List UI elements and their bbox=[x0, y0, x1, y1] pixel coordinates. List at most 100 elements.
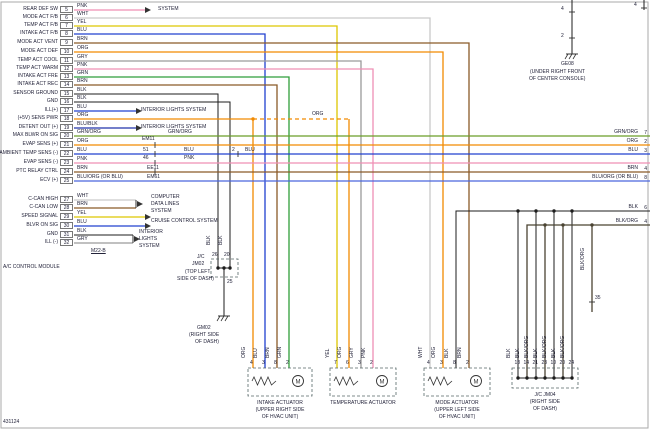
connector-id: EE11 bbox=[147, 165, 159, 171]
wire-color-label: WHT bbox=[418, 346, 424, 358]
connector-pin-number: 23 bbox=[541, 360, 548, 366]
pin-signal-label: ECV (+) bbox=[40, 177, 58, 183]
wire-color-label: BLK/ORG bbox=[560, 335, 566, 358]
pin-signal-label: (+5V) SENS PWR bbox=[17, 115, 58, 121]
wire-color-label: PNK bbox=[77, 3, 88, 9]
wire-color-label: BRN bbox=[265, 347, 271, 358]
pin-signal-label: TEMP ACT COOL bbox=[17, 57, 58, 63]
pin-signal-label: SENSOR GROUND bbox=[13, 90, 58, 96]
pin-signal-label: EVAP SENS (+) bbox=[22, 141, 58, 147]
wire-color-label: PNK bbox=[77, 156, 88, 162]
motor-label: M bbox=[380, 380, 385, 386]
wire-color-label: ORG bbox=[626, 138, 638, 144]
resistor-icon bbox=[333, 376, 359, 386]
pin-number-box: 8 bbox=[60, 30, 73, 37]
wire-grn bbox=[74, 76, 290, 368]
wire-color-label: BRN bbox=[77, 78, 88, 84]
pin-number-box: 16 bbox=[60, 98, 73, 105]
pin-signal-label: DETENT OUT (+) bbox=[18, 124, 58, 130]
pin-number-box: 19 bbox=[60, 124, 73, 131]
wire-color-label: BLK/ORG bbox=[542, 335, 548, 358]
pin-number-box: 17 bbox=[60, 107, 73, 114]
actuator-location: (UPPER LEFT SIDE bbox=[434, 407, 480, 413]
wire-color-label: ORG bbox=[77, 138, 89, 144]
joint-connector-location: (TOP LEFT bbox=[185, 269, 211, 275]
wire-color-label: ORG bbox=[337, 346, 343, 358]
pin-number-box: 6 bbox=[60, 14, 73, 21]
system-arrow-label: SYSTEM bbox=[139, 243, 160, 249]
wire-blk bbox=[74, 93, 219, 268]
joint-connector-location: (RIGHT SIDE bbox=[529, 399, 561, 405]
pin-signal-label: AMBIENT TEMP SENS (-) bbox=[0, 150, 58, 156]
pin-number-box: 32 bbox=[60, 239, 73, 246]
junction-dot bbox=[543, 376, 547, 380]
component-box bbox=[511, 367, 579, 389]
wire-color-label: BLU bbox=[77, 104, 87, 110]
arrow-icon bbox=[145, 214, 151, 220]
ground-id: GM02 bbox=[197, 325, 211, 331]
doc-number: 431124 bbox=[3, 419, 20, 425]
system-arrow-label: INTERIOR bbox=[139, 229, 163, 235]
pin-number-box: 11 bbox=[60, 57, 73, 64]
wire-brn bbox=[74, 42, 470, 368]
wire-color-label: BRN bbox=[77, 36, 88, 42]
connector-pin-number: 2 bbox=[466, 360, 469, 366]
wire-color-label: BRN bbox=[457, 347, 463, 358]
wire-wht bbox=[74, 17, 431, 368]
arrow-icon bbox=[145, 7, 151, 13]
wire-gry bbox=[74, 60, 362, 368]
junction-dot bbox=[561, 223, 565, 227]
pin-signal-label: EVAP SENS (-) bbox=[23, 159, 58, 165]
junction-dot bbox=[534, 376, 538, 380]
pin-signal-label: INTAKE ACT REC bbox=[17, 81, 58, 87]
pin-signal-label: ILL (-) bbox=[44, 239, 58, 245]
wire-color-label: BLU bbox=[184, 147, 194, 153]
ground-icon bbox=[224, 315, 229, 322]
ground-icon bbox=[220, 315, 225, 322]
system-arrow-label: INTERIOR LIGHTS SYSTEM bbox=[141, 107, 207, 113]
wire-color-label: BLU bbox=[77, 147, 87, 153]
motor-label: M bbox=[474, 380, 479, 386]
wire-color-label: GRN bbox=[277, 346, 283, 358]
connector-pin-number: 4 bbox=[427, 360, 430, 366]
wire-color-label: BLK bbox=[77, 228, 87, 234]
pin-number-box: 9 bbox=[60, 39, 73, 46]
wire-org bbox=[74, 51, 444, 368]
wire-color-label: PNK bbox=[77, 62, 88, 68]
connector-pin-number: 8 bbox=[274, 360, 277, 366]
connector-pin-number: 3 bbox=[358, 360, 361, 366]
ground-location: (UNDER RIGHT FRONT bbox=[530, 69, 585, 75]
pin-number-box: 14 bbox=[60, 81, 73, 88]
pin-number-box: 7 bbox=[60, 22, 73, 29]
wire-color-label: WHT bbox=[77, 11, 89, 17]
junction-dot bbox=[543, 223, 547, 227]
pin-number-box: 21 bbox=[60, 141, 73, 148]
system-arrow-label: SYSTEM bbox=[151, 208, 172, 214]
junction-dot bbox=[222, 266, 226, 270]
pin-signal-label: TEMP ACT WARM bbox=[16, 65, 58, 71]
ground-icon bbox=[568, 53, 573, 60]
connector-pin-number: 4 bbox=[561, 6, 564, 12]
wire-color-label: GRY bbox=[349, 347, 355, 358]
ground-icon bbox=[572, 53, 577, 60]
joint-connector-name: JM02 bbox=[192, 261, 205, 267]
pin-number-box: 18 bbox=[60, 115, 73, 122]
junction-dot bbox=[552, 376, 556, 380]
actuator-name: MODE ACTUATOR bbox=[435, 400, 479, 406]
actuator-location: OF HVAC UNIT) bbox=[438, 414, 476, 420]
wire-color-label: ORG bbox=[241, 346, 247, 358]
connector-pin-number: 24 bbox=[568, 360, 575, 366]
junction-dot bbox=[561, 376, 565, 380]
wire-color-label: BLU/ORG (OR BLU) bbox=[592, 174, 638, 180]
pin-number-box: 15 bbox=[60, 90, 73, 97]
ground-icon bbox=[564, 53, 569, 60]
wire-color-label: GRN bbox=[77, 70, 89, 76]
connector-pin-number: 20 bbox=[224, 252, 230, 258]
pin-number-box: 27 bbox=[60, 196, 73, 203]
connector-pin-number: 2 bbox=[370, 360, 373, 366]
pin-signal-label: ILL(+) bbox=[44, 107, 58, 113]
junction-dot bbox=[570, 376, 574, 380]
wire-color-label: GRN/ORG bbox=[168, 129, 192, 135]
wire-color-label: BLU/ORG (OR BLU) bbox=[77, 174, 123, 180]
